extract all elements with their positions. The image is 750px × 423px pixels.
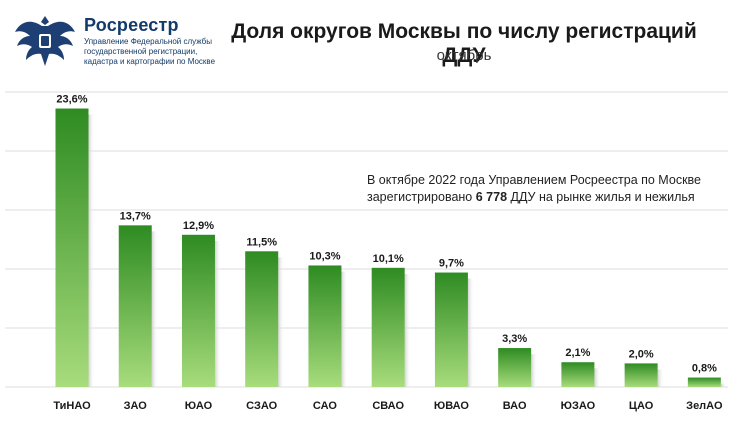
chart-subtitle: октябрь: [436, 47, 492, 64]
bar-value-label: 9,7%: [439, 258, 464, 270]
category-label: ЦАО: [629, 400, 654, 412]
category-label: ЮАО: [185, 400, 213, 412]
value-labels: 23,6% 13,7% 12,9% 11,5% 10,3% 10,1% 9,7% 3,3% 2,…: [56, 94, 717, 375]
rosreestr-emblem-icon: [15, 16, 75, 67]
bar-value-label: 10,1%: [373, 253, 404, 265]
chart-title: Доля округов Москвы по числу регистраций…: [231, 20, 697, 67]
category-label: СЗАО: [246, 400, 277, 412]
bar: [55, 108, 89, 388]
bar-value-label: 2,1%: [565, 347, 590, 359]
bar-value-label: 0,8%: [692, 363, 717, 375]
bar: [181, 234, 215, 387]
bar-shadow: [404, 273, 411, 387]
bar-shadow: [278, 257, 285, 387]
bar-value-label: 11,5%: [246, 236, 277, 248]
bar: [371, 267, 405, 387]
bar-value-label: 13,7%: [120, 210, 151, 222]
bar-value-label: 12,9%: [183, 220, 214, 232]
note-line-2: зарегистрировано 6 778 ДДУ на рынке жиль…: [367, 189, 717, 206]
note-line-1: В октябре 2022 года Управлением Росреест…: [367, 173, 701, 187]
bar-shadow: [594, 368, 601, 387]
note-total-value: 6 778: [475, 190, 508, 204]
category-label: ЮВАО: [434, 400, 470, 412]
bar: [308, 265, 342, 387]
category-label: САО: [313, 400, 337, 412]
gridlines: [5, 91, 728, 388]
logo-subtitle-line: Управление Федеральной службы: [84, 37, 212, 46]
bar: [434, 272, 468, 387]
bar: [245, 251, 279, 387]
category-label: ЗелАО: [686, 400, 723, 412]
category-labels: ТиНАО ЗАО ЮАО СЗАО САО СВАО ЮВАО ВАО ЮЗАО ЦАО ЗелА…: [53, 400, 723, 412]
note-suffix: ДДУ на рынке жилья и нежилья: [507, 190, 695, 204]
logo-subtitle-line: кадастра и картографии по Москве: [84, 57, 216, 66]
bar-shadow: [720, 383, 727, 387]
logo-subtitle: Управление Федеральной службы государств…: [84, 37, 244, 67]
bar-shadow: [214, 240, 221, 387]
note-prefix: зарегистрировано: [367, 190, 476, 204]
category-label: СВАО: [372, 400, 404, 412]
bar: [498, 348, 532, 387]
bar-shadow: [341, 271, 348, 387]
bar-shadow: [657, 369, 664, 387]
logo-subtitle-line: государственной регистрации,: [84, 47, 198, 56]
bar: [118, 225, 152, 387]
category-label: ЗАО: [124, 400, 148, 412]
logo-title: Росреестр: [84, 15, 179, 35]
bar-value-label: 23,6%: [56, 94, 87, 106]
category-label: ВАО: [503, 400, 527, 412]
category-label: ТиНАО: [53, 400, 91, 412]
bar-shadow: [531, 354, 538, 387]
bars: [55, 108, 727, 388]
bar: [687, 377, 721, 387]
bar-shadow: [88, 114, 95, 388]
bar-shadow: [467, 278, 474, 387]
category-label: ЮЗАО: [561, 400, 596, 412]
bar-value-label: 10,3%: [309, 250, 340, 262]
bar: [624, 363, 658, 387]
annotation-note: В октябре 2022 года Управлением Росреест…: [367, 172, 717, 206]
bar-value-label: 3,3%: [502, 333, 527, 345]
bar-value-label: 2,0%: [629, 348, 654, 360]
bar: [561, 362, 595, 387]
bar-shadow: [151, 231, 158, 387]
